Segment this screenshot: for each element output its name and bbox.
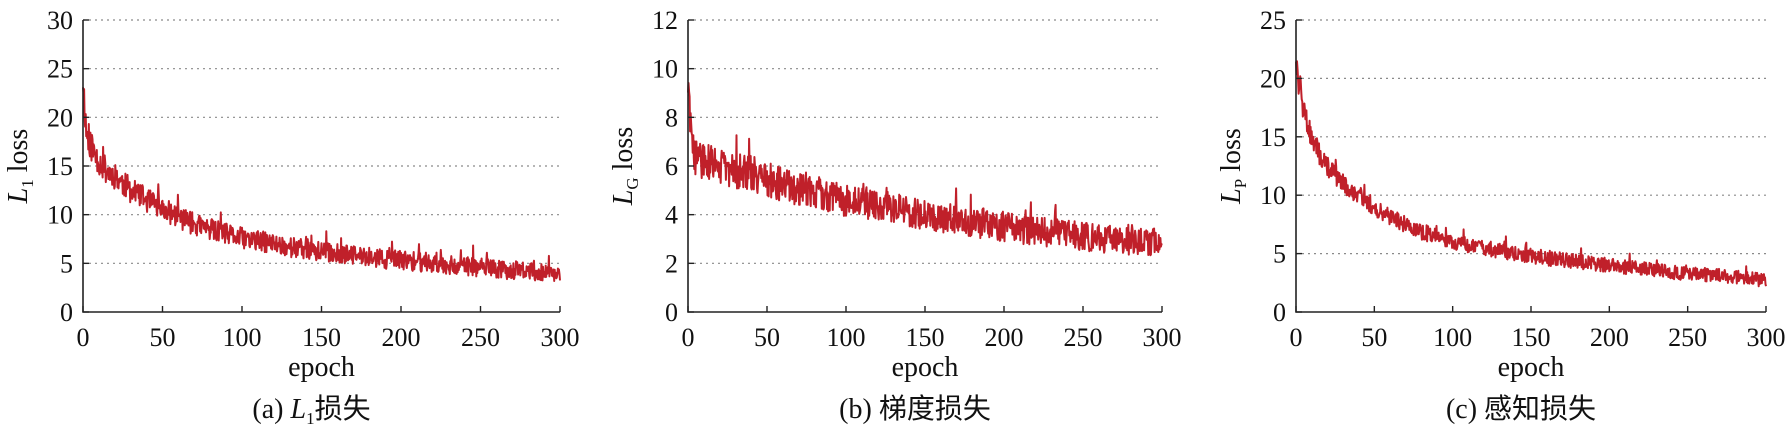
y-tick-label: 8 bbox=[665, 103, 678, 132]
x-tick-label: 0 bbox=[77, 323, 90, 352]
x-tick-label: 150 bbox=[1512, 323, 1551, 352]
x-tick-label: 250 bbox=[461, 323, 500, 352]
x-axis-label: epoch bbox=[892, 352, 959, 383]
y-tick-label: 0 bbox=[1273, 298, 1286, 327]
x-tick-label: 50 bbox=[150, 323, 176, 352]
y-axis-label: LP loss bbox=[1216, 128, 1250, 205]
y-tick-label: 6 bbox=[665, 152, 678, 181]
x-tick-label: 0 bbox=[682, 323, 695, 352]
y-axis-label-sub: 1 bbox=[18, 179, 37, 188]
loss-series-line bbox=[82, 87, 561, 282]
caption-prefix: (b) bbox=[839, 394, 879, 425]
y-axis-label-text: loss bbox=[608, 127, 639, 178]
caption-prefix: (a) bbox=[252, 394, 290, 425]
y-tick-label: 25 bbox=[47, 55, 73, 84]
caption-var: L bbox=[289, 394, 306, 425]
y-tick-label: 30 bbox=[47, 6, 73, 35]
y-tick-label: 12 bbox=[652, 6, 678, 35]
x-tick-label: 50 bbox=[754, 323, 780, 352]
y-tick-label: 0 bbox=[665, 298, 678, 327]
x-tick-label: 100 bbox=[1433, 323, 1472, 352]
x-axis-label: epoch bbox=[1498, 352, 1565, 383]
x-tick-label: 200 bbox=[1590, 323, 1629, 352]
y-tick-label: 10 bbox=[1260, 181, 1286, 210]
panel-caption: (c) 感知损失 bbox=[1446, 393, 1596, 425]
y-tick-label: 5 bbox=[60, 249, 73, 278]
y-tick-label: 10 bbox=[47, 201, 73, 230]
caption-text: 损失 bbox=[315, 393, 371, 425]
panel-caption: (b) 梯度损失 bbox=[839, 393, 991, 425]
y-tick-label: 5 bbox=[1273, 240, 1286, 269]
y-axis-label-var: L bbox=[3, 188, 34, 205]
x-tick-label: 150 bbox=[302, 323, 341, 352]
y-tick-label: 4 bbox=[665, 201, 678, 230]
y-tick-label: 15 bbox=[47, 152, 73, 181]
x-tick-label: 100 bbox=[827, 323, 866, 352]
x-tick-label: 300 bbox=[1747, 323, 1786, 352]
x-tick-label: 50 bbox=[1361, 323, 1387, 352]
caption-prefix: (c) bbox=[1446, 394, 1484, 425]
y-axis-label-text: loss bbox=[1216, 128, 1247, 179]
x-tick-label: 300 bbox=[541, 323, 580, 352]
x-axis-label: epoch bbox=[288, 352, 355, 383]
x-tick-label: 150 bbox=[906, 323, 945, 352]
y-tick-label: 25 bbox=[1260, 6, 1286, 35]
x-tick-label: 200 bbox=[985, 323, 1024, 352]
y-axis-label-sub: P bbox=[1231, 179, 1250, 188]
loss-series-line bbox=[1295, 60, 1767, 288]
x-tick-label: 0 bbox=[1290, 323, 1303, 352]
y-axis-label-var: L bbox=[1216, 188, 1247, 205]
y-tick-label: 20 bbox=[47, 103, 73, 132]
y-axis-label: LG loss bbox=[608, 127, 642, 206]
y-tick-label: 15 bbox=[1260, 123, 1286, 152]
loss-series-line bbox=[687, 82, 1163, 257]
x-tick-label: 250 bbox=[1064, 323, 1103, 352]
y-axis-label-text: loss bbox=[3, 129, 34, 180]
caption-sub: 1 bbox=[306, 409, 315, 428]
y-tick-label: 10 bbox=[652, 55, 678, 84]
x-tick-label: 200 bbox=[382, 323, 421, 352]
x-tick-label: 300 bbox=[1143, 323, 1182, 352]
caption-text: 梯度损失 bbox=[879, 393, 991, 425]
x-tick-label: 100 bbox=[223, 323, 262, 352]
chart-panel-1: 0 2 4 6 8 10 12 0 50 100 150 200 250 300 epoch LG loss (… bbox=[608, 6, 1182, 425]
y-axis-label-var: L bbox=[608, 190, 639, 207]
panel-caption: (a) L1损失 bbox=[252, 393, 370, 428]
y-tick-label: 20 bbox=[1260, 64, 1286, 93]
x-tick-label: 250 bbox=[1668, 323, 1707, 352]
y-axis-label: L1 loss bbox=[3, 129, 37, 205]
y-tick-label: 0 bbox=[60, 298, 73, 327]
y-tick-label: 2 bbox=[665, 249, 678, 278]
y-axis-label-sub: G bbox=[623, 177, 642, 189]
caption-text: 感知损失 bbox=[1484, 393, 1596, 425]
